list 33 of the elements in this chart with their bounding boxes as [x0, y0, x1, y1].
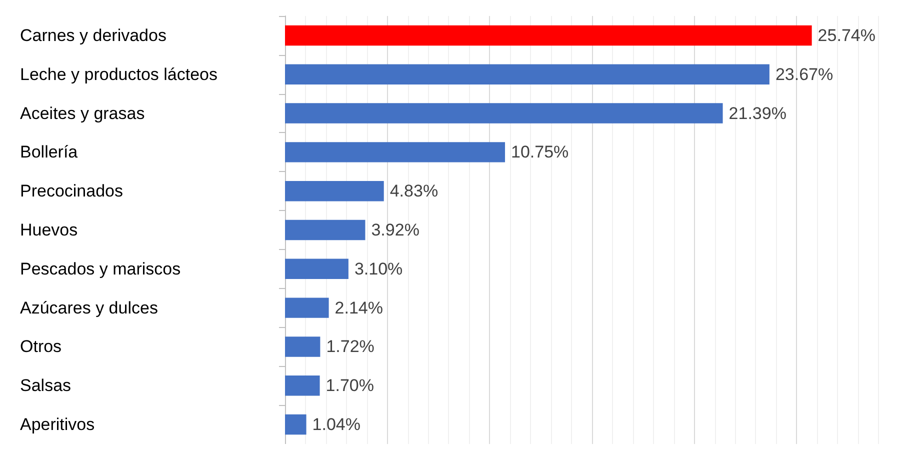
data-label: 1.72% — [326, 337, 374, 356]
y-tick-label: Aperitivos — [20, 415, 95, 434]
y-tick-label: Pescados y mariscos — [20, 259, 181, 278]
bar — [285, 64, 770, 84]
y-tick-label: Aceites y grasas — [20, 104, 145, 123]
bar — [285, 103, 723, 124]
bar — [285, 414, 306, 435]
y-tick-label: Salsas — [20, 376, 72, 396]
y-tick-label: Huevos — [20, 220, 78, 240]
data-label: 2.14% — [334, 298, 383, 318]
bar — [285, 258, 348, 280]
y-tick-label: Leche y productos lácteos — [20, 64, 218, 84]
y-tick-label: Precocinados — [20, 182, 124, 201]
data-label: 10.75% — [511, 142, 569, 162]
data-label: 3.10% — [354, 259, 403, 278]
bar — [285, 298, 329, 318]
data-label: 1.04% — [312, 415, 360, 434]
data-label: 23.67% — [775, 64, 834, 84]
bar — [285, 142, 506, 162]
data-label: 25.74% — [818, 26, 876, 45]
y-tick-label: Otros — [20, 337, 62, 356]
y-tick-label: Carnes y derivados — [20, 26, 166, 45]
bar — [285, 336, 320, 357]
data-label: 3.92% — [371, 220, 420, 240]
data-label: 4.83% — [390, 182, 438, 201]
data-label: 1.70% — [326, 376, 374, 396]
bar — [285, 376, 320, 396]
y-tick-label: Azúcares y dulces — [20, 298, 158, 318]
bar — [285, 25, 812, 46]
y-tick-label: Bollería — [20, 142, 78, 162]
bar — [285, 220, 366, 240]
bar — [285, 180, 384, 202]
data-label: 21.39% — [728, 104, 786, 123]
